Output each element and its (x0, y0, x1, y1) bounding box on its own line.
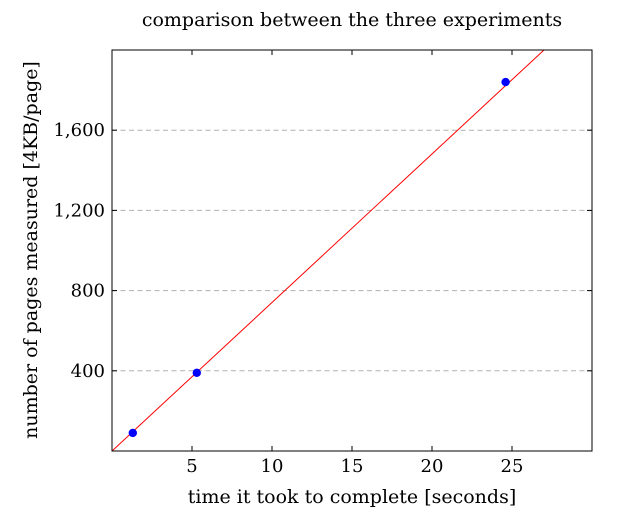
series-layer (112, 50, 545, 451)
plot-frame (111, 49, 593, 452)
x-tick-label: 20 (421, 456, 444, 477)
y-axis-label: number of pages measured [4KB/page] (20, 61, 42, 439)
x-tick-label: 5 (186, 456, 197, 477)
axis-ticks: 400 800 1,200 1,600 5 10 15 20 25 (53, 50, 592, 477)
data-point (501, 77, 510, 87)
y-tick-label: 800 (71, 281, 105, 302)
data-point (128, 428, 137, 438)
x-tick-label: 15 (341, 456, 364, 477)
y-tick-label: 1,200 (53, 200, 105, 221)
x-tick-label: 10 (261, 456, 284, 477)
y-tick-label: 400 (71, 361, 105, 382)
trend-line (112, 50, 545, 451)
x-axis-label: time it took to complete [seconds] (188, 486, 517, 508)
grid-lines (112, 129, 592, 372)
data-point (192, 368, 201, 378)
x-tick-label: 25 (501, 456, 524, 477)
y-tick-label: 1,600 (53, 120, 105, 141)
chart-title: comparison between the three experiments (142, 9, 562, 31)
